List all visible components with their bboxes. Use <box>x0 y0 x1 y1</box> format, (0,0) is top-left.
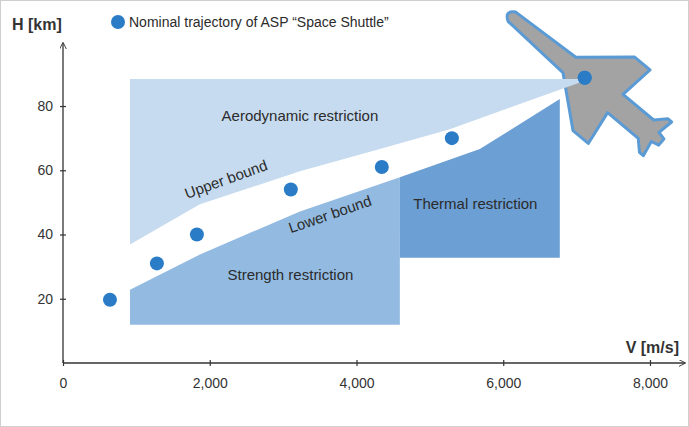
tick-label: 60 <box>37 162 53 178</box>
trajectory-point <box>578 71 592 85</box>
tick-mark <box>210 360 211 366</box>
restriction-region <box>400 99 560 258</box>
tick: 80 <box>37 98 66 114</box>
trajectory-point <box>103 293 117 307</box>
tick-mark <box>356 360 357 366</box>
tick: 4,000 <box>339 360 374 391</box>
tick-label: 8,000 <box>633 375 668 391</box>
y-axis: 20 40 60 80 <box>37 43 66 363</box>
plot-area <box>103 71 592 325</box>
axis-line <box>63 362 685 363</box>
legend-label: Nominal trajectory of ASP “Space Shuttle… <box>129 14 389 30</box>
tick-label: 0 <box>60 375 68 391</box>
tick-mark <box>60 234 66 235</box>
trajectory-point <box>578 71 592 85</box>
tick-label: 20 <box>37 291 53 307</box>
tick: 2,000 <box>193 360 228 391</box>
tick: 6,000 <box>486 360 521 391</box>
tick-mark <box>60 106 66 107</box>
trajectory-point <box>445 131 459 145</box>
tick: 40 <box>37 226 66 242</box>
legend-marker <box>111 15 125 29</box>
tick-mark <box>60 170 66 171</box>
trajectory-point <box>284 183 298 197</box>
tick: 20 <box>37 291 66 307</box>
trajectory-point <box>190 228 204 242</box>
tick-mark <box>503 360 504 366</box>
legend: Nominal trajectory of ASP “Space Shuttle… <box>111 14 389 30</box>
x-axis-title: V [m/s] <box>626 339 679 356</box>
bound-label: Upper bound <box>182 156 269 202</box>
tick-mark <box>650 360 651 366</box>
y-axis-title: H [km] <box>12 16 62 33</box>
tick-label: 40 <box>37 226 53 242</box>
region-label: Thermal restriction <box>413 195 537 212</box>
tick: 0 <box>60 360 68 391</box>
axis-line <box>62 43 63 363</box>
tick-mark <box>60 299 66 300</box>
tick-label: 2,000 <box>193 375 228 391</box>
region-label: Strength restriction <box>228 266 354 283</box>
trajectory-point <box>150 256 164 270</box>
x-axis: 0 2,000 4,000 6,000 8,000 <box>60 360 685 391</box>
tick-label: 6,000 <box>486 375 521 391</box>
chart: 0 2,000 4,000 6,000 8,000 20 40 60 80 H [km] V [m/… <box>0 0 689 427</box>
trajectory-point <box>375 160 389 174</box>
restriction-region <box>130 177 400 324</box>
tick-label: 4,000 <box>339 375 374 391</box>
tick: 60 <box>37 162 66 178</box>
tick-label: 80 <box>37 98 53 114</box>
region-label: Aerodynamic restriction <box>222 107 379 124</box>
bound-label: Lower bound <box>286 192 374 236</box>
tick: 8,000 <box>633 360 668 391</box>
